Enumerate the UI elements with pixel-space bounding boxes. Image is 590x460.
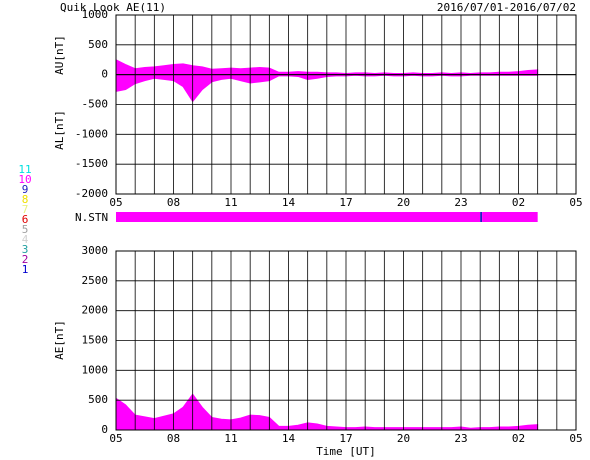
station-segment	[116, 212, 481, 222]
x-axis-label: Time [UT]	[316, 445, 376, 458]
legend-label: 10	[18, 173, 31, 186]
x-tick-label: 20	[397, 432, 410, 445]
x-tick-label: 23	[454, 196, 467, 209]
area	[115, 393, 539, 431]
date-range: 2016/07/01-2016/07/02	[437, 1, 576, 14]
legend-label: 6	[22, 213, 29, 226]
legend-label: 8	[22, 193, 29, 206]
y-axis-label: AL[nT]	[53, 110, 66, 150]
title: Quik Look AE(11)	[60, 1, 166, 14]
y-tick-label: 2000	[82, 304, 109, 317]
station-segment	[480, 212, 483, 222]
y-tick-label: 0	[101, 68, 108, 81]
station-label: N.STN	[75, 211, 108, 224]
y-tick-label: 1000	[82, 363, 109, 376]
y-tick-label: -2000	[75, 187, 108, 200]
legend-label: 4	[22, 233, 29, 246]
x-tick-label: 23	[454, 432, 467, 445]
x-tick-label: 05	[109, 432, 122, 445]
x-tick-label: 11	[224, 432, 237, 445]
plot-frame	[115, 14, 577, 195]
x-tick-label: 08	[167, 196, 180, 209]
y-tick-label: 1000	[82, 8, 109, 21]
legend-label: 2	[22, 253, 29, 266]
x-tick-label: 05	[569, 432, 582, 445]
plot-frame	[115, 250, 577, 431]
legend-label: 11	[18, 163, 31, 176]
y-tick-label: 2500	[82, 274, 109, 287]
y-tick-label: -500	[82, 98, 109, 111]
legend-label: 9	[22, 183, 29, 196]
x-tick-label: 05	[109, 196, 122, 209]
x-tick-label: 02	[512, 432, 525, 445]
legend-label: 7	[22, 203, 29, 216]
legend-label: 1	[22, 263, 29, 276]
x-tick-label: 11	[224, 196, 237, 209]
y-tick-label: 1500	[82, 334, 109, 347]
y-axis-label: AE[nT]	[53, 320, 66, 360]
x-tick-label: 20	[397, 196, 410, 209]
x-tick-label: 08	[167, 432, 180, 445]
y-tick-label: -1500	[75, 157, 108, 170]
legend-label: 5	[22, 223, 29, 236]
x-tick-label: 17	[339, 432, 352, 445]
x-tick-label: 02	[512, 196, 525, 209]
y-tick-label: 500	[88, 38, 108, 51]
y-tick-label: 500	[88, 393, 108, 406]
y-tick-label: 3000	[82, 244, 109, 257]
x-tick-label: 14	[282, 196, 296, 209]
x-tick-label: 17	[339, 196, 352, 209]
y-tick-label: 0	[101, 423, 108, 436]
x-tick-label: 05	[569, 196, 582, 209]
station-segment	[482, 212, 538, 222]
y-tick-label: -1000	[75, 127, 108, 140]
y-axis-label: AU[nT]	[53, 35, 66, 75]
area	[115, 74, 539, 103]
legend-label: 3	[22, 243, 29, 256]
area	[115, 58, 539, 76]
x-tick-label: 14	[282, 432, 296, 445]
